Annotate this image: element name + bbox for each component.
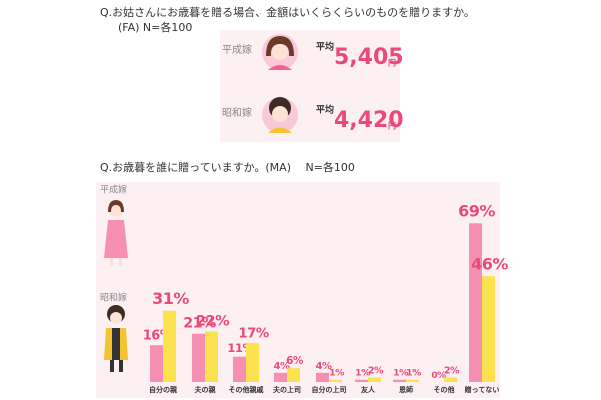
avg-label: 平均: [316, 104, 334, 116]
bar: [274, 372, 287, 382]
x-tick-label: その他: [434, 385, 455, 394]
value-label: 1%: [329, 368, 344, 379]
amount: 4,420: [334, 108, 404, 133]
chart-title: Q.お歳暮を誰に贈っていますか。(MA) N=各100: [100, 160, 355, 174]
bar: [469, 223, 482, 382]
value-label: 4%: [274, 361, 290, 372]
x-tick-label: 夫の上司: [273, 385, 301, 394]
unit: 円: [388, 122, 396, 131]
amount: 5,405: [334, 45, 404, 70]
legend-label: 平成嫁: [100, 184, 127, 196]
x-tick-label: 恩師: [399, 385, 413, 394]
value-label: 0%: [431, 371, 446, 381]
bar: [482, 276, 495, 382]
bar: [192, 333, 205, 382]
x-tick-label: 友人: [360, 385, 376, 394]
bar: [233, 356, 246, 382]
bar: [444, 377, 457, 382]
legend-label: 昭和嫁: [100, 292, 127, 304]
bar: [329, 379, 342, 382]
legend-figure: [104, 305, 128, 372]
bar: [287, 368, 300, 382]
value-label: 1%: [393, 368, 408, 379]
value-label: 2%: [368, 365, 384, 376]
x-tick-label: 自分の上司: [312, 385, 347, 394]
value-label: 22%: [196, 313, 230, 329]
x-tick-label: 自分の親: [149, 385, 177, 394]
note: (FA) N=各100: [118, 20, 192, 34]
bar: [150, 345, 163, 382]
value-label: 31%: [152, 289, 189, 308]
legend-figure: [104, 200, 128, 266]
value-label: 2%: [444, 365, 460, 376]
bar: [205, 331, 218, 382]
bar: [163, 310, 176, 382]
group-label: 平成嫁: [222, 43, 252, 56]
group-label: 昭和嫁: [222, 106, 252, 119]
value-label: 1%: [355, 368, 370, 379]
x-tick-label: 贈ってない: [465, 385, 500, 394]
bar: [316, 372, 329, 382]
value-label: 4%: [316, 361, 332, 372]
x-tick-label: 夫の親: [195, 385, 216, 394]
bar: [368, 377, 381, 382]
avatar: [262, 34, 298, 70]
question: Q.お姑さんにお歳暮を贈る場合、金額はいくらくらいのものを贈りますか。: [100, 5, 475, 19]
avatar: [262, 97, 298, 133]
value-label: 17%: [238, 327, 268, 342]
amount-panel: [220, 30, 400, 142]
value-label: 6%: [286, 355, 304, 367]
bar: [393, 379, 406, 382]
value-label: 46%: [471, 255, 508, 274]
unit: 円: [388, 59, 396, 68]
bar: [246, 342, 259, 382]
value-label: 69%: [458, 202, 495, 221]
value-label: 21%: [183, 316, 216, 332]
x-tick-label: その他親戚: [229, 385, 264, 394]
bar: [406, 379, 419, 382]
value-label: 1%: [406, 368, 421, 379]
bar: [355, 379, 368, 382]
avg-label: 平均: [316, 41, 334, 53]
